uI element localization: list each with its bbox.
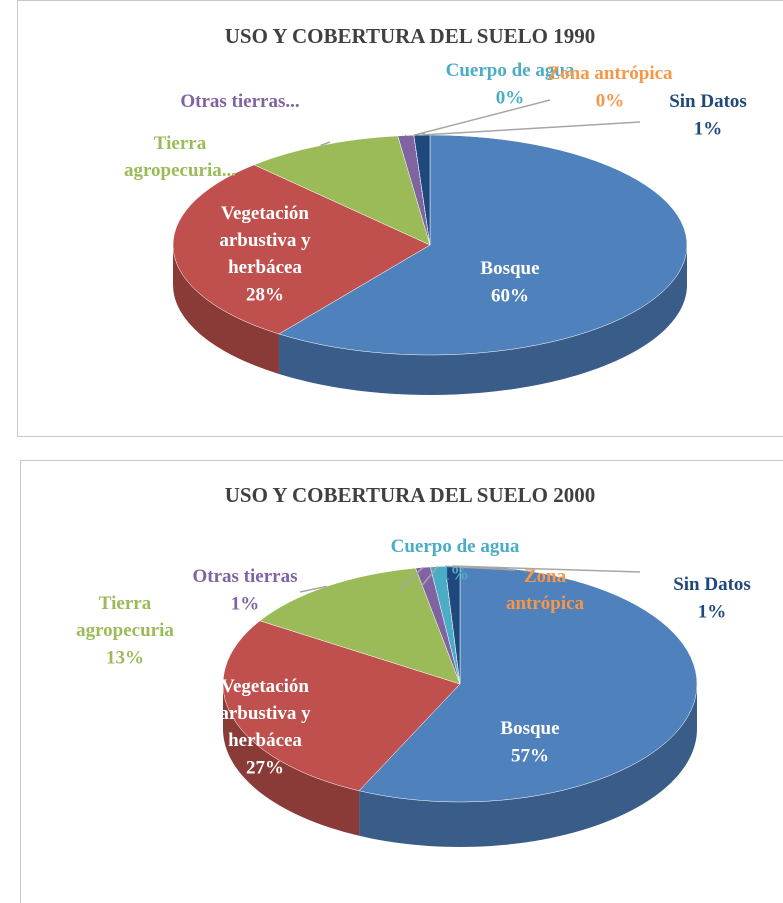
data-label-value: 1% (441, 563, 470, 584)
slice-side (222, 684, 360, 836)
data-label-category: Otras tierras (193, 566, 298, 587)
data-label-category: Bosque (480, 258, 539, 279)
leader-line (452, 565, 641, 573)
data-label-value: 60% (491, 285, 529, 306)
data-label-category: Sin Datos (669, 91, 747, 112)
data-label-value: 13% (106, 647, 144, 668)
data-label-category: Vegetación arbustiva y herbácea (219, 676, 311, 751)
slice-side (359, 684, 697, 847)
data-label-category: Zona antrópica (506, 566, 585, 614)
data-label-value: 1% (698, 601, 727, 622)
leader-line (320, 141, 331, 147)
slice (358, 565, 698, 803)
data-label-value: 27% (246, 757, 284, 778)
slice-side (278, 245, 687, 395)
chart-title: USO Y COBERTURA DEL SUELO 1990 (225, 24, 596, 48)
data-label-category: Cuerpo de agua (391, 536, 520, 557)
slice (278, 134, 688, 356)
data-label-value: 0% (496, 87, 525, 108)
data-label-category: Bosque (500, 718, 559, 739)
data-label-category: Cuerpo de agua (446, 60, 575, 81)
data-label-value: 57% (511, 745, 549, 766)
data-label-category: Vegetación arbustiva y herbácea (219, 203, 311, 278)
data-label-category: Sin Datos (673, 574, 751, 595)
leader-line (413, 99, 551, 136)
slice (172, 164, 431, 335)
data-label-value: 28% (246, 284, 284, 305)
leader-line (421, 121, 641, 136)
data-label-category: Zona antrópica (547, 63, 673, 84)
data-label-category: Tierra agropecuria... (124, 133, 236, 181)
leader-line (299, 585, 327, 593)
leader-line (399, 566, 424, 591)
data-label-category: Tierra agropecuria (76, 593, 174, 641)
data-label-category: Otras tierras... (180, 91, 299, 112)
data-label-value: 1% (694, 118, 723, 139)
slice-side (173, 245, 279, 374)
slice (259, 567, 461, 685)
leader-line (419, 566, 439, 589)
slice (222, 620, 461, 792)
data-label-value: 1% (231, 593, 260, 614)
chart-title: USO Y COBERTURA DEL SUELO 2000 (225, 483, 596, 507)
data-label-value: 0% (596, 90, 625, 111)
